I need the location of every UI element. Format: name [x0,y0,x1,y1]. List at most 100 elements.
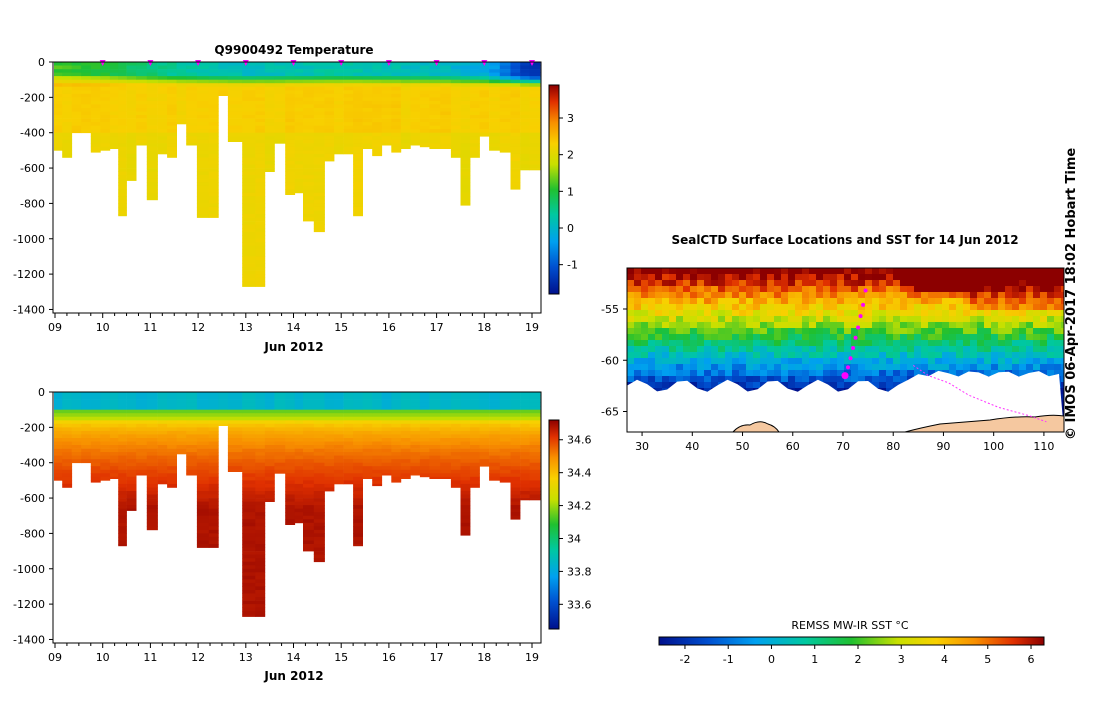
temperature-cell [303,146,315,151]
temperature-cell [520,157,530,162]
salinity-cell [71,455,82,460]
sst-cell [753,280,761,287]
salinity-cell [529,483,541,488]
salinity-cell [372,399,383,403]
sst-cell [781,304,789,311]
temperature-cell [391,76,402,80]
sst-cell [984,352,992,359]
sst-cell [683,286,691,293]
temperature-cell [499,104,511,109]
temperature-cell [118,203,127,208]
salinity-cell [353,529,363,534]
salinity-cell [470,483,480,488]
sst-cell [683,304,691,311]
salinity-cell [126,399,137,403]
temperature-cell [62,139,73,144]
sst-cell [809,292,817,299]
temperature-cell [285,146,296,151]
sst-cell [690,364,698,371]
sst-cell [907,334,915,341]
salinity-cell [227,434,243,439]
sst-cell [718,376,726,383]
sst-cell [830,286,838,293]
salinity-cell [126,430,137,435]
salinity-cell [303,487,315,492]
salinity-cell [285,459,296,464]
salinity-cell [285,392,296,396]
temperature-cell [362,108,373,112]
salinity-cell [353,448,363,453]
sst-cell [893,274,901,281]
salinity-cell [126,476,137,481]
salinity-cell [303,466,315,471]
salinity-cell [118,526,127,531]
temperature-cell [429,86,441,91]
salinity-cell [460,469,471,474]
salinity-cell [419,452,430,456]
sst-cell [788,316,796,323]
temperature-cell [510,153,521,158]
temperature-cell [255,157,266,162]
temperature-cell [186,136,198,141]
sst-cell [1033,358,1041,365]
temperature-cell [313,161,325,165]
temperature-cell [381,62,392,66]
sst-cell [886,286,894,293]
temperature-cell [208,129,219,134]
sst-cell [991,310,999,317]
temperature-cell [520,65,530,70]
temperature-cell [381,136,392,141]
sst-cell [711,280,719,287]
temperature-cell [381,69,392,73]
salinity-cell [54,469,63,474]
salinity-cell [410,448,421,453]
sst-cell [837,334,845,341]
temperature-cell [255,104,266,109]
salinity-cell [255,522,266,527]
sst-cell [963,346,971,353]
temperature-cell [157,115,168,119]
y-tick-label: -1400 [13,303,45,316]
sst-cell [753,322,761,329]
sst-cell [788,268,796,275]
temperature-cell [242,242,256,247]
temperature-cell [100,62,111,66]
sst-cell [970,352,978,359]
temperature-cell [227,136,243,141]
sst-cell [1047,274,1055,281]
temperature-cell [470,139,480,144]
sst-cell [697,316,705,323]
temperature-cell [285,86,296,91]
temperature-cell [81,118,92,123]
salinity-cell [489,430,501,435]
salinity-cell [285,399,296,403]
temperature-cell [353,93,363,98]
temperature-cell [208,72,219,77]
salinity-cell [343,416,354,421]
temperature-cell [146,196,158,201]
sst-cell [697,292,705,299]
salinity-cell [499,480,511,483]
sst-cell [669,370,677,377]
temperature-cell [381,100,392,105]
temperature-cell [520,129,530,134]
temperature-cell [109,86,119,91]
salinity-cell [264,483,275,488]
salinity-cell [62,476,73,481]
sst-cell [809,322,817,329]
salinity-cell [372,462,383,467]
sst-cell [1061,286,1064,293]
salinity-cell [381,416,392,421]
salinity-cell [489,416,501,421]
salinity-cell [242,409,256,414]
salinity-cell [227,430,243,435]
temperature-cell [334,150,344,155]
sst-cell [865,340,873,347]
salinity-cell [429,441,441,446]
salinity-cell [303,529,315,534]
sst-cell [669,286,677,293]
temperature-cell [242,252,256,257]
temperature-cell [529,139,541,144]
sst-cell [774,310,782,317]
salinity-cell [90,438,101,442]
